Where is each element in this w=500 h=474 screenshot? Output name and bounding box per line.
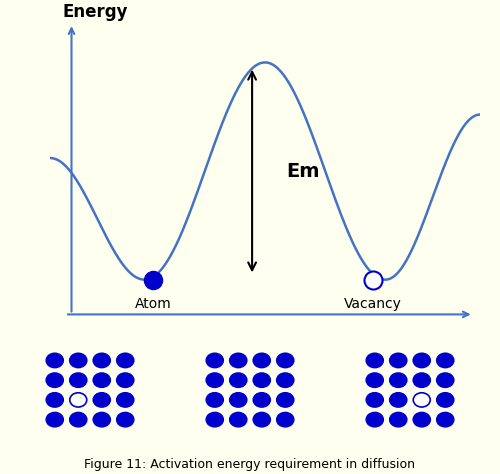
Circle shape <box>437 393 454 407</box>
Circle shape <box>70 353 87 367</box>
Circle shape <box>117 373 134 387</box>
Circle shape <box>413 373 430 387</box>
Circle shape <box>254 393 270 407</box>
Text: Energy: Energy <box>63 3 128 21</box>
Circle shape <box>413 353 430 367</box>
Circle shape <box>390 373 407 387</box>
Text: Atom: Atom <box>135 297 172 311</box>
Circle shape <box>230 412 246 427</box>
Circle shape <box>437 412 454 427</box>
Circle shape <box>93 353 110 367</box>
Circle shape <box>390 353 407 367</box>
Circle shape <box>366 412 384 427</box>
Circle shape <box>206 412 223 427</box>
Circle shape <box>413 412 430 427</box>
Circle shape <box>437 353 454 367</box>
Circle shape <box>277 412 294 427</box>
Circle shape <box>254 353 270 367</box>
Text: Vacancy: Vacancy <box>344 297 402 311</box>
Circle shape <box>117 412 134 427</box>
Circle shape <box>277 393 294 407</box>
Circle shape <box>230 373 246 387</box>
Circle shape <box>70 412 87 427</box>
Circle shape <box>46 393 64 407</box>
Circle shape <box>206 393 223 407</box>
Circle shape <box>254 373 270 387</box>
Circle shape <box>413 393 430 407</box>
Circle shape <box>46 373 64 387</box>
Circle shape <box>46 353 64 367</box>
Circle shape <box>277 373 294 387</box>
Circle shape <box>117 393 134 407</box>
Text: Em: Em <box>286 162 320 181</box>
Text: Figure 11: Activation energy requirement in diffusion: Figure 11: Activation energy requirement… <box>84 458 415 471</box>
Circle shape <box>277 353 294 367</box>
Circle shape <box>93 412 110 427</box>
Circle shape <box>206 373 223 387</box>
Circle shape <box>206 353 223 367</box>
Circle shape <box>117 353 134 367</box>
Circle shape <box>93 393 110 407</box>
Circle shape <box>230 393 246 407</box>
Circle shape <box>230 353 246 367</box>
Circle shape <box>366 353 384 367</box>
Circle shape <box>366 373 384 387</box>
Circle shape <box>254 412 270 427</box>
Circle shape <box>390 393 407 407</box>
Circle shape <box>46 412 64 427</box>
Circle shape <box>437 373 454 387</box>
Circle shape <box>70 393 87 407</box>
Circle shape <box>93 373 110 387</box>
Circle shape <box>390 412 407 427</box>
Circle shape <box>70 373 87 387</box>
Circle shape <box>366 393 384 407</box>
